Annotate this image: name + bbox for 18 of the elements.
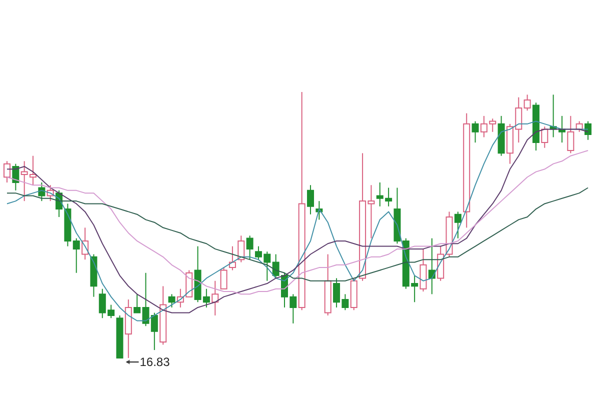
candlestick (72, 238, 80, 274)
candlestick (246, 235, 254, 260)
candlestick (524, 94, 531, 112)
candlestick (150, 312, 158, 351)
candlestick (4, 160, 10, 183)
candlestick (584, 120, 592, 140)
candlestick (228, 246, 236, 271)
candlestick (420, 248, 427, 292)
candlestick (541, 126, 548, 148)
candlestick (168, 294, 176, 308)
candlestick (238, 235, 245, 263)
candlestick (307, 184, 314, 215)
candlestick (220, 267, 228, 290)
annotation: 16.83 (140, 355, 170, 369)
candlestick (472, 120, 479, 144)
candlestick (567, 115, 574, 154)
candlestick (212, 280, 219, 316)
candlestick (454, 211, 462, 239)
